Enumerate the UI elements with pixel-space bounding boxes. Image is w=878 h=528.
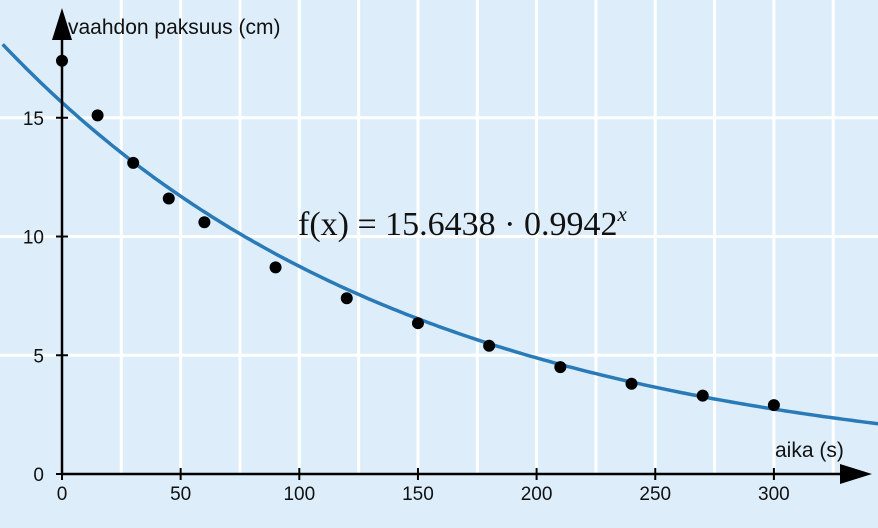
data-point	[162, 192, 175, 205]
data-point	[340, 292, 353, 305]
y-tick-label: 5	[33, 346, 44, 367]
x-tick-label: 200	[521, 484, 553, 505]
x-tick-label: 0	[57, 484, 68, 505]
x-tick-label: 50	[170, 484, 191, 505]
data-point	[411, 317, 424, 330]
data-point	[127, 156, 140, 169]
fit-curve	[1, 43, 878, 426]
fit-formula-exponent: x	[616, 202, 627, 226]
data-points	[56, 54, 780, 412]
data-point	[625, 377, 638, 390]
x-axis-arrow-icon	[840, 464, 872, 484]
y-tick-marks	[56, 116, 68, 475]
data-point	[696, 389, 709, 402]
y-axis-arrow-icon	[52, 8, 72, 40]
y-tick-labels: 0 5 10 15	[23, 109, 44, 486]
y-axis-title: vaahdon paksuus (cm)	[68, 16, 280, 39]
x-tick-label: 100	[283, 484, 315, 505]
fit-formula-main: f(x) = 15.6438 · 0.9942	[298, 206, 617, 243]
data-point	[269, 261, 282, 274]
x-tick-label: 250	[639, 484, 671, 505]
y-tick-label: 10	[23, 228, 44, 249]
x-axis-title: aika (s)	[775, 439, 844, 462]
x-tick-label: 300	[758, 484, 790, 505]
data-point	[56, 54, 68, 67]
x-tick-label: 150	[402, 484, 434, 505]
fit-formula: f(x) = 15.6438 · 0.9942x	[298, 202, 627, 243]
data-point	[767, 399, 780, 412]
x-tick-labels: 0 50 100 150 200 250 300	[57, 484, 790, 505]
data-point	[198, 216, 211, 229]
grid-lines	[0, 0, 878, 474]
y-tick-label: 0	[33, 465, 44, 486]
data-point	[91, 109, 104, 122]
data-point	[554, 361, 567, 374]
axes	[52, 8, 872, 484]
data-point	[483, 339, 496, 352]
y-tick-label: 15	[23, 109, 44, 130]
